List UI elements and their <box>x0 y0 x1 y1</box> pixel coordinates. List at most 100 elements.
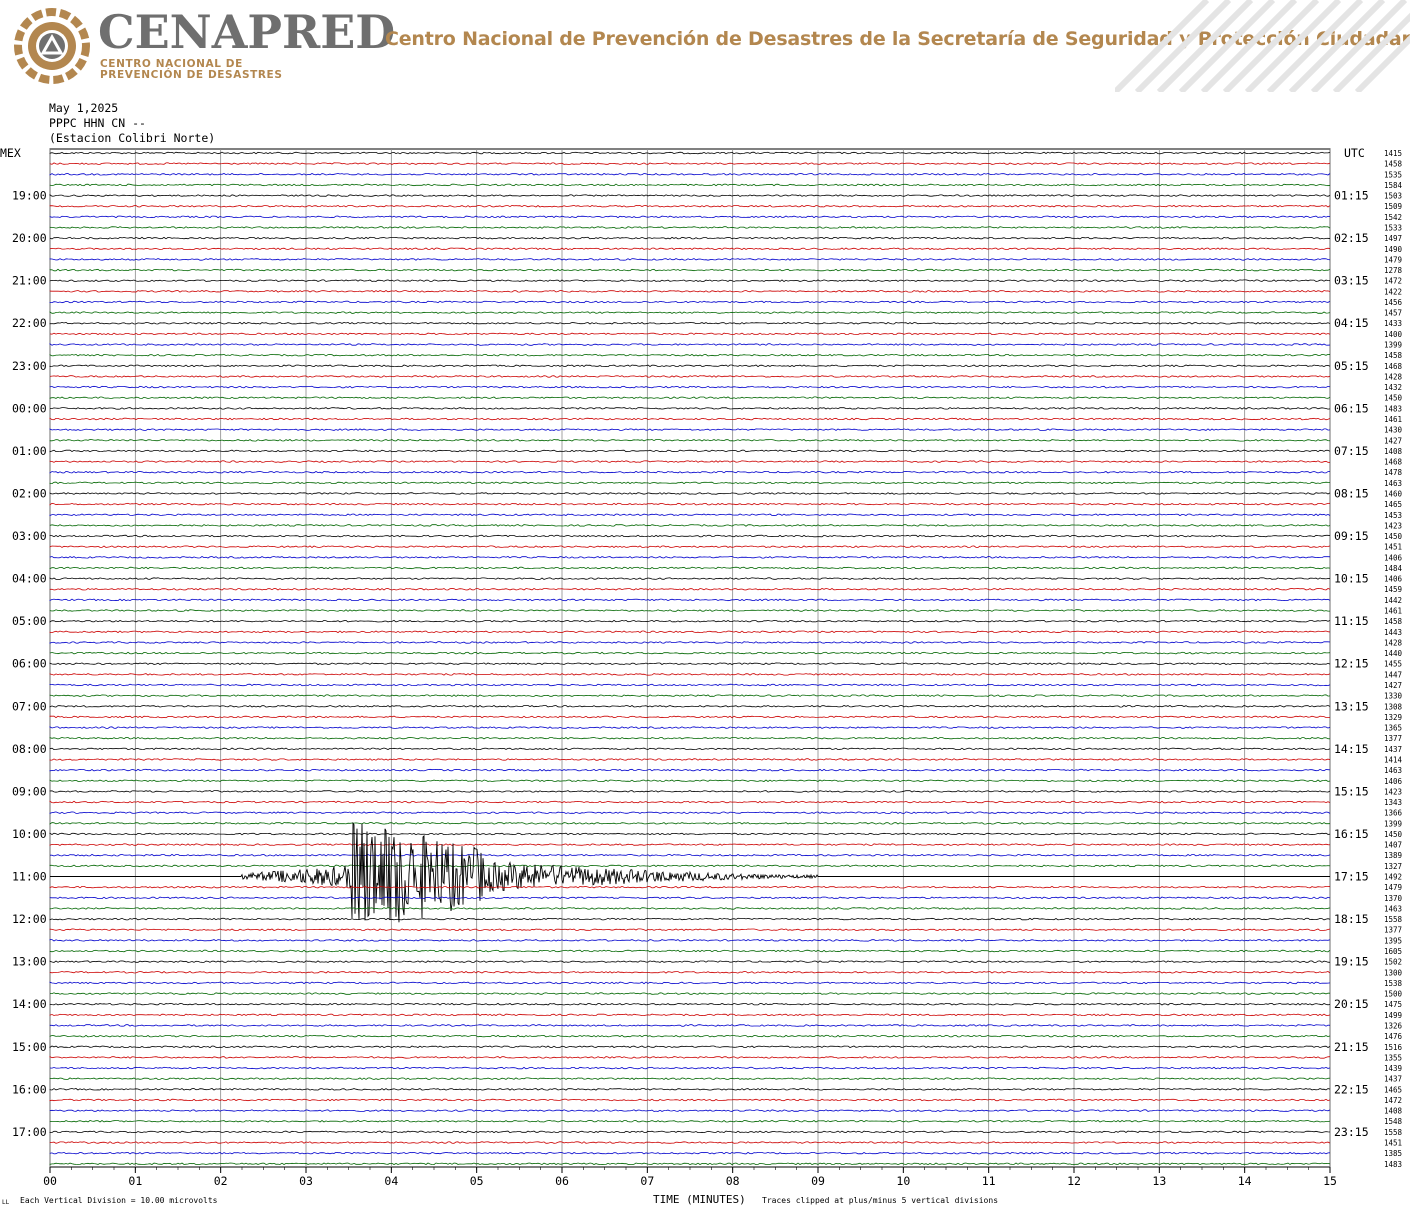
trace-line <box>49 343 1331 346</box>
trace-line <box>49 1141 1331 1144</box>
trace-line <box>49 736 1331 740</box>
trace-line <box>50 853 1331 857</box>
utc-hour-label: 17:15 <box>1334 870 1369 884</box>
record-date: May 1,2025 <box>49 101 119 115</box>
trace-line <box>49 279 1331 282</box>
x-tick-label: 15 <box>1323 1174 1337 1188</box>
organization-name: Centro Nacional de Prevención de Desastr… <box>385 28 1410 50</box>
mex-hour-label: 03:00 <box>12 529 47 543</box>
trace-line <box>49 758 1331 761</box>
trace-line <box>49 779 1331 783</box>
trace-count-label: 1461 <box>1384 415 1402 424</box>
trace-count-label: 1499 <box>1384 1011 1402 1020</box>
trace-count-label: 1439 <box>1384 1064 1402 1073</box>
trace-line <box>49 1098 1331 1102</box>
vertical-division-note: Each Vertical Division = 10.00 microvolt… <box>20 1196 218 1205</box>
trace-line <box>49 353 1331 357</box>
trace-count-label: 1465 <box>1384 500 1402 509</box>
trace-count-label: 1407 <box>1384 841 1402 850</box>
trace-line <box>49 364 1331 368</box>
trace-count-label: 1443 <box>1384 628 1402 637</box>
mex-hour-label: 08:00 <box>12 742 47 756</box>
trace-count-label: 1414 <box>1384 755 1403 764</box>
trace-count-label: 1468 <box>1384 458 1403 467</box>
trace-count-label: 1492 <box>1384 873 1402 882</box>
utc-hour-label: 21:15 <box>1334 1040 1369 1054</box>
trace-count-label: 1542 <box>1384 213 1402 222</box>
trace-count-label: 1451 <box>1384 1139 1402 1148</box>
trace-count-label: 1427 <box>1384 681 1402 690</box>
trace-line <box>49 194 1331 197</box>
trace-line <box>49 300 1331 304</box>
trace-count-label: 1428 <box>1384 372 1403 381</box>
trace-line <box>49 396 1331 399</box>
trace-line <box>49 1151 1331 1155</box>
trace-line <box>49 173 1331 176</box>
trace-line <box>49 1013 1331 1017</box>
trace-line <box>49 439 1331 442</box>
trace-line <box>49 811 1331 814</box>
utc-hour-label: 04:15 <box>1334 316 1369 330</box>
station-name: (Estacion Colibri Norte) <box>49 131 216 145</box>
trace-count-label: 1447 <box>1384 670 1402 679</box>
trace-count-label: 1300 <box>1384 968 1403 977</box>
utc-hour-label: 05:15 <box>1334 359 1369 373</box>
trace-line <box>49 481 1330 485</box>
trace-count-label: 1459 <box>1384 585 1402 594</box>
trace-count-label: 1478 <box>1384 468 1403 477</box>
trace-count-label: 1343 <box>1384 798 1402 807</box>
trace-line <box>49 832 1331 836</box>
x-tick-label: 14 <box>1238 1174 1252 1188</box>
left-axis-label: MEX <box>0 146 21 160</box>
mex-hour-label: 11:00 <box>12 870 47 884</box>
trace-line <box>49 630 1331 634</box>
trace-line <box>49 268 1331 272</box>
trace-count-label: 1472 <box>1384 1096 1402 1105</box>
utc-hour-label: 16:15 <box>1334 827 1369 841</box>
trace-line <box>49 258 1331 261</box>
trace-line <box>49 768 1331 772</box>
trace-count-label: 1450 <box>1384 532 1403 541</box>
trace-count-label: 1502 <box>1384 958 1402 967</box>
x-tick-label: 11 <box>982 1174 996 1188</box>
trace-line <box>49 151 1331 155</box>
mex-hour-label: 22:00 <box>12 316 47 330</box>
utc-hour-label: 13:15 <box>1334 699 1369 713</box>
trace-count-label: 1422 <box>1384 287 1402 296</box>
trace-count-label: 1440 <box>1384 649 1403 658</box>
trace-count-label: 1406 <box>1384 553 1403 562</box>
mex-hour-label: 16:00 <box>12 1082 47 1096</box>
trace-count-label: 1408 <box>1384 447 1403 456</box>
mex-hour-label: 23:00 <box>12 359 47 373</box>
trace-count-label: 1548 <box>1384 1117 1403 1126</box>
logo-subtitle-line-1: CENTRO NACIONAL DE <box>100 58 243 70</box>
trace-count-label: 1461 <box>1384 607 1402 616</box>
trace-line <box>49 821 1330 825</box>
trace-count-label: 1463 <box>1384 479 1402 488</box>
trace-count-label: 1437 <box>1384 1075 1402 1084</box>
trace-line <box>49 800 1331 804</box>
x-tick-label: 09 <box>811 1174 825 1188</box>
trace-count-label: 1423 <box>1384 787 1402 796</box>
trace-count-label: 1516 <box>1384 1043 1403 1052</box>
trace-line <box>49 375 1331 378</box>
trace-count-label: 1455 <box>1384 660 1402 669</box>
trace-line <box>49 683 1331 687</box>
trace-count-label: 1442 <box>1384 596 1402 605</box>
trace-line <box>49 215 1331 219</box>
trace-count-label: 1428 <box>1384 638 1403 647</box>
trace-line <box>49 1130 1331 1134</box>
utc-hour-label: 22:15 <box>1334 1082 1369 1096</box>
trace-count-label: 1509 <box>1384 202 1402 211</box>
trace-line <box>49 534 1331 538</box>
trace-count-label: 1483 <box>1384 404 1402 413</box>
x-tick-label: 07 <box>640 1174 654 1188</box>
trace-count-label: 1500 <box>1384 990 1403 999</box>
utc-hour-label: 15:15 <box>1334 784 1369 798</box>
trace-count-label: 1400 <box>1384 330 1403 339</box>
trace-count-label: 1479 <box>1384 883 1402 892</box>
trace-line <box>49 1056 1331 1059</box>
utc-hour-label: 01:15 <box>1334 189 1369 203</box>
trace-count-label: 1584 <box>1384 181 1403 190</box>
